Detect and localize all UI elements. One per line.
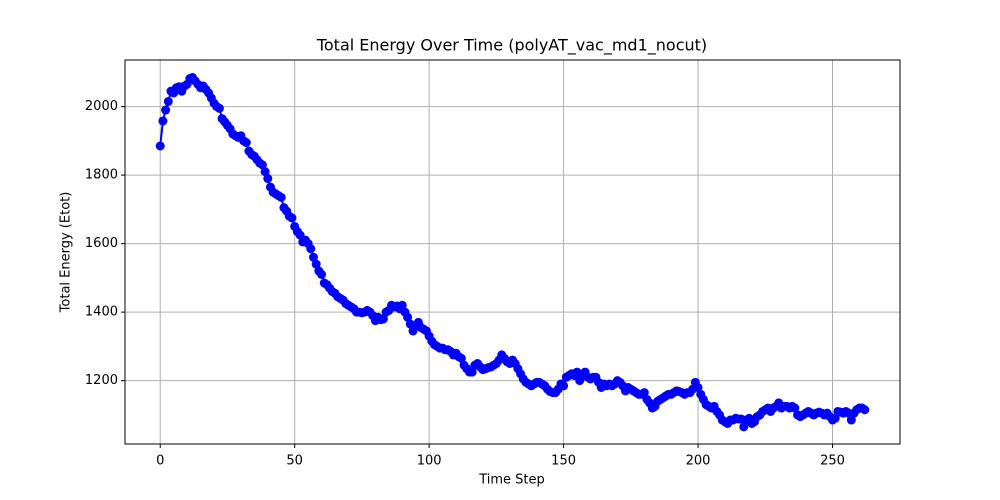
data-point bbox=[846, 415, 856, 425]
data-point bbox=[378, 314, 388, 324]
data-point bbox=[260, 167, 270, 177]
data-point bbox=[257, 160, 267, 170]
data-point bbox=[467, 367, 477, 377]
data-point bbox=[155, 141, 165, 151]
data-point bbox=[214, 103, 224, 113]
data-point bbox=[559, 381, 569, 391]
data-point bbox=[241, 138, 251, 148]
data-point bbox=[161, 105, 171, 115]
data-point bbox=[830, 413, 840, 423]
y-tick-label: 1200 bbox=[85, 373, 118, 388]
data-point bbox=[311, 259, 321, 269]
x-tick-label: 150 bbox=[551, 454, 576, 469]
plot-frame bbox=[124, 59, 901, 445]
data-point bbox=[693, 382, 703, 392]
data-point bbox=[456, 353, 466, 363]
y-tick-label: 2000 bbox=[85, 99, 118, 114]
data-point bbox=[163, 96, 173, 106]
data-point bbox=[158, 116, 168, 126]
x-tick-label: 0 bbox=[156, 454, 164, 469]
chart-title: Total Energy Over Time (polyAT_vac_md1_n… bbox=[316, 36, 707, 56]
data-point bbox=[263, 174, 273, 184]
data-point bbox=[790, 403, 800, 413]
data-point bbox=[739, 422, 749, 432]
data-point bbox=[397, 300, 407, 310]
data-point bbox=[860, 405, 870, 415]
data-point bbox=[287, 213, 297, 223]
data-point bbox=[276, 192, 286, 202]
x-tick-label: 50 bbox=[286, 454, 303, 469]
x-axis-label: Time Step bbox=[478, 473, 545, 488]
data-point bbox=[639, 388, 649, 398]
data-point bbox=[403, 312, 413, 322]
y-tick-label: 1600 bbox=[85, 236, 118, 251]
data-point bbox=[306, 244, 316, 254]
x-tick-label: 100 bbox=[417, 454, 442, 469]
y-axis-label: Total Energy (Etot) bbox=[59, 192, 74, 314]
data-line bbox=[159, 76, 866, 430]
data-point bbox=[309, 252, 319, 262]
y-tick-label: 1800 bbox=[85, 168, 118, 183]
y-tick-label: 1400 bbox=[85, 305, 118, 320]
x-tick-label: 250 bbox=[820, 454, 845, 469]
data-point bbox=[317, 269, 327, 279]
x-tick-label: 200 bbox=[686, 454, 711, 469]
